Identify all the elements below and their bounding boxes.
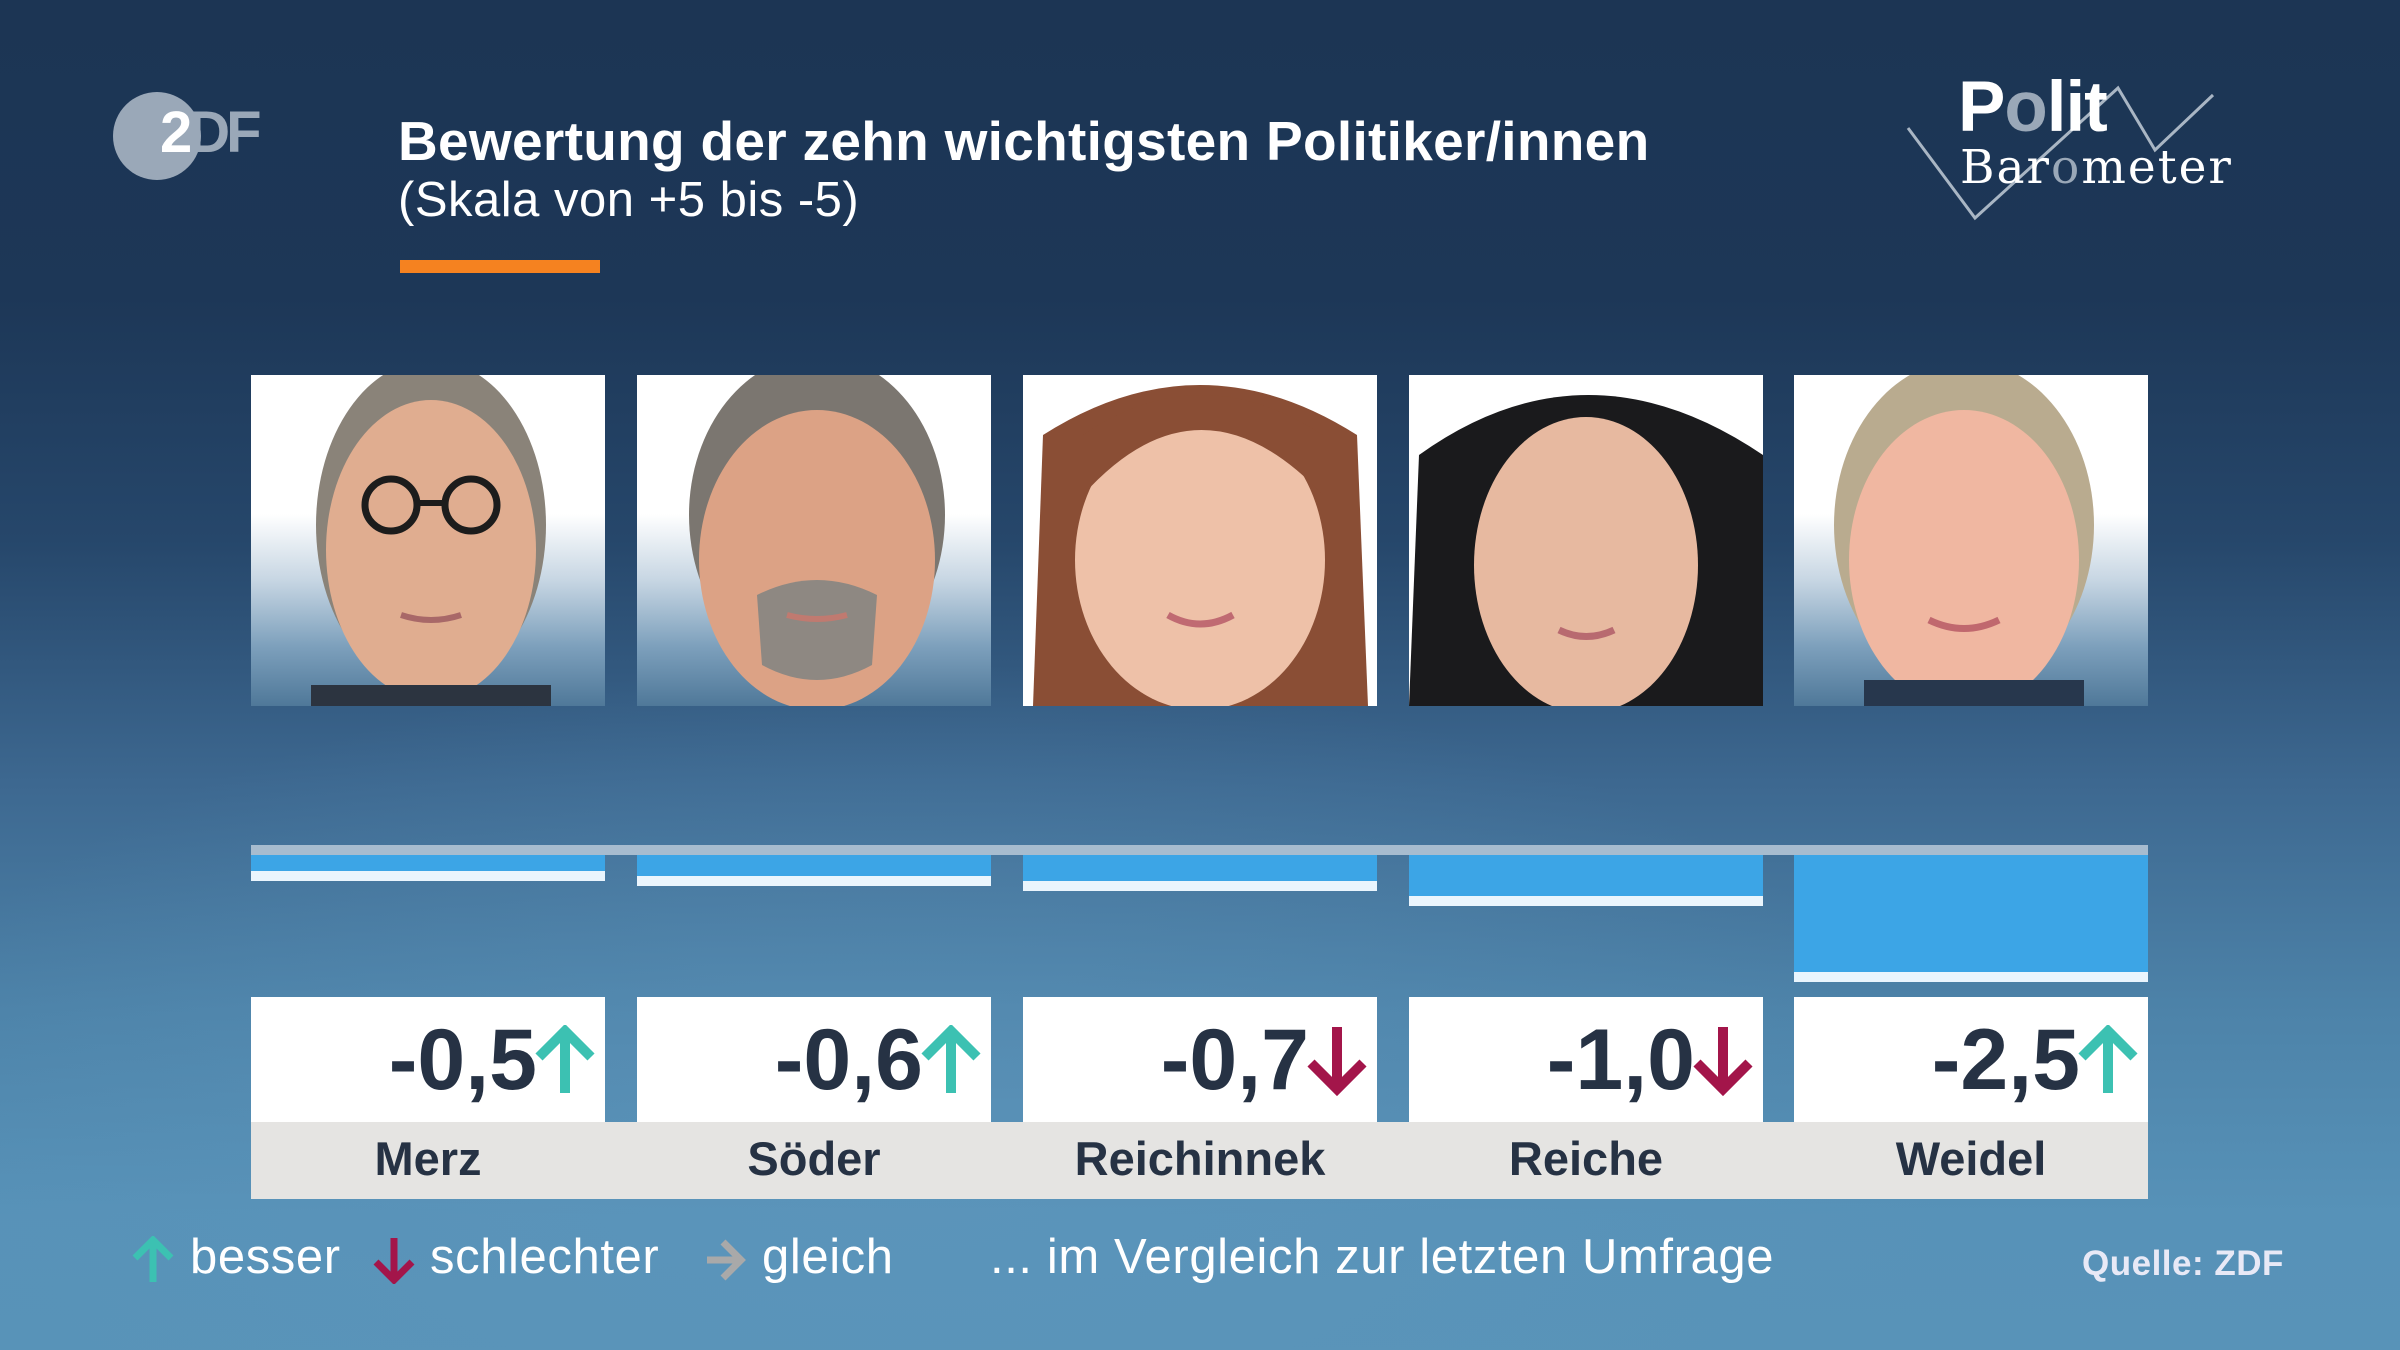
bar-weidel [1794, 855, 2148, 972]
arrow-up-icon [535, 1025, 595, 1093]
legend-same: gleich [762, 1230, 894, 1284]
name-reiche: Reiche [1508, 1132, 1664, 1185]
bar-cap-weidel [1794, 972, 2148, 982]
zdf-logo-df: DF [188, 100, 261, 165]
arrow-up-icon [2078, 1025, 2138, 1093]
value-weidel: -2,5 [1931, 1012, 2080, 1108]
photo-reichinnek [1023, 375, 1377, 706]
bar-reichinnek [1023, 855, 1377, 881]
name-merz: Merz [374, 1132, 482, 1185]
photo-merz [251, 375, 605, 706]
chart-zero-line [251, 845, 2148, 855]
bar-cap-reichinnek [1023, 881, 1377, 891]
portrait-merz-icon [311, 375, 551, 706]
legend-arrow-right-icon [707, 1239, 746, 1281]
checkmark-zigzag-icon [1906, 85, 2215, 221]
politbarometer-barometer: Barometer [1960, 140, 2233, 195]
legend-better: besser [190, 1230, 341, 1284]
zdf-logo-two: 2 [160, 100, 192, 165]
value-box-merz: -0,5 [251, 997, 605, 1122]
zdf-logo: 2DF [160, 104, 262, 162]
photo-weidel [1794, 375, 2148, 706]
photo-soeder [637, 375, 991, 706]
chart-subtitle: (Skala von +5 bis -5) [398, 173, 860, 227]
title-accent-bar [400, 260, 600, 273]
value-box-weidel: -2,5 [1794, 997, 2148, 1122]
bar-merz [251, 855, 605, 871]
portrait-reichinnek-icon [1023, 375, 1377, 706]
bar-cap-merz [251, 871, 605, 881]
value-box-reichinnek: -0,7 [1023, 997, 1377, 1122]
value-box-soeder: -0,6 [637, 997, 991, 1122]
zdf-logo-circle [113, 92, 201, 180]
arrow-down-icon [1693, 1027, 1753, 1097]
chart-title: Bewertung der zehn wichtigsten Politiker… [398, 110, 1650, 172]
name-weidel: Weidel [1895, 1132, 2047, 1185]
legend-arrow-down-icon [373, 1238, 415, 1284]
name-soeder: Söder [747, 1132, 881, 1185]
value-merz: -0,5 [388, 1012, 537, 1108]
value-soeder: -0,6 [774, 1012, 923, 1108]
bar-soeder [637, 855, 991, 876]
portrait-soeder-icon [689, 375, 945, 706]
value-reiche: -1,0 [1546, 1012, 1695, 1108]
arrow-down-icon [1307, 1027, 1367, 1097]
name-band [251, 1122, 2148, 1199]
politbarometer-polit: Polit [1958, 68, 2108, 147]
value-reichinnek: -0,7 [1160, 1012, 1309, 1108]
bar-cap-soeder [637, 876, 991, 886]
legend-worse: schlechter [430, 1230, 660, 1284]
portrait-reiche-icon [1409, 375, 1763, 706]
source-label: Quelle: ZDF [2082, 1244, 2284, 1283]
bar-reiche [1409, 855, 1763, 896]
legend-arrow-up-icon [132, 1236, 174, 1282]
legend-note: ... im Vergleich zur letzten Umfrage [990, 1230, 1775, 1284]
politbarometer-logo: Polit Barometer [1880, 60, 2240, 240]
name-reichinnek: Reichinnek [1074, 1132, 1326, 1185]
arrow-up-icon [921, 1025, 981, 1093]
photo-reiche [1409, 375, 1763, 706]
bar-cap-reiche [1409, 896, 1763, 906]
portrait-weidel-icon [1834, 375, 2094, 706]
value-box-reiche: -1,0 [1409, 997, 1763, 1122]
